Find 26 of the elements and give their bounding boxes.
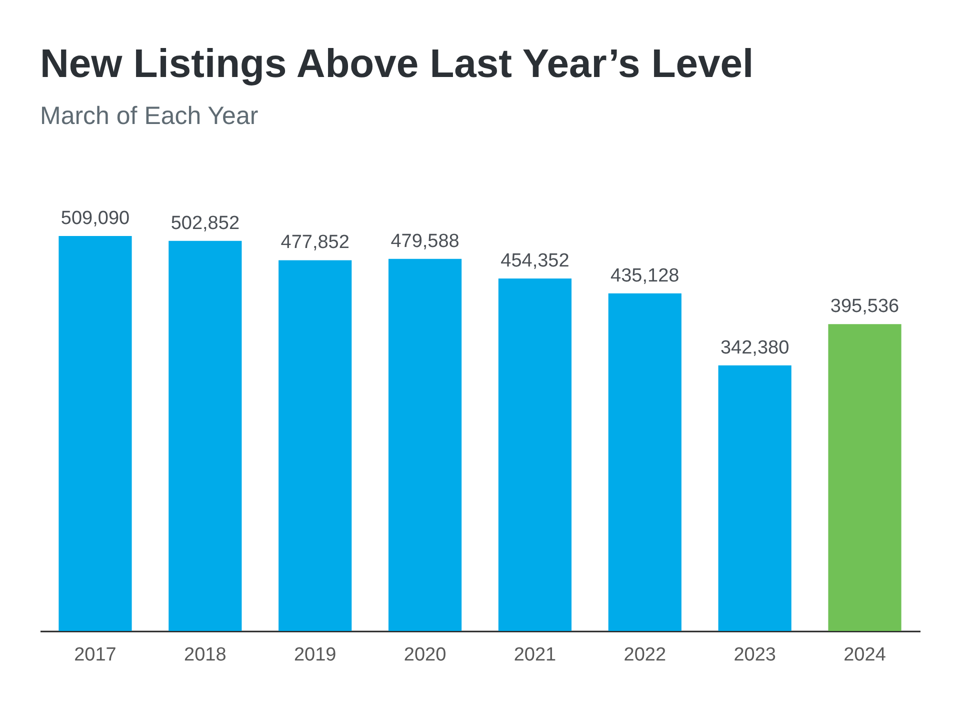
data-label: 479,588 bbox=[390, 230, 460, 252]
bar bbox=[828, 324, 902, 631]
data-label: 477,852 bbox=[280, 232, 350, 254]
bar bbox=[608, 293, 682, 631]
data-label: 435,128 bbox=[610, 265, 680, 286]
data-label: 502,852 bbox=[170, 212, 240, 234]
bar bbox=[278, 260, 352, 631]
bar bbox=[498, 278, 572, 631]
bar bbox=[718, 365, 792, 631]
x-tick-label: 2021 bbox=[514, 644, 556, 666]
x-tick-label: 2017 bbox=[74, 644, 116, 666]
data-label: 509,090 bbox=[60, 208, 130, 229]
x-tick-label: 2018 bbox=[184, 644, 226, 666]
chart-title: New Listings Above Last Year’s Level bbox=[40, 42, 754, 87]
data-label: 395,536 bbox=[830, 296, 900, 318]
x-tick-label: 2019 bbox=[294, 644, 336, 666]
x-tick-label: 2024 bbox=[844, 644, 886, 666]
data-label: 454,352 bbox=[500, 250, 570, 272]
chart-subtitle: March of Each Year bbox=[40, 102, 258, 131]
bar bbox=[58, 236, 132, 631]
x-tick-label: 2023 bbox=[734, 644, 776, 666]
data-label: 342,380 bbox=[720, 337, 790, 358]
bar bbox=[168, 240, 242, 631]
x-tick-label: 2020 bbox=[404, 644, 446, 666]
bar bbox=[388, 258, 462, 631]
x-tick-label: 2022 bbox=[624, 644, 666, 666]
